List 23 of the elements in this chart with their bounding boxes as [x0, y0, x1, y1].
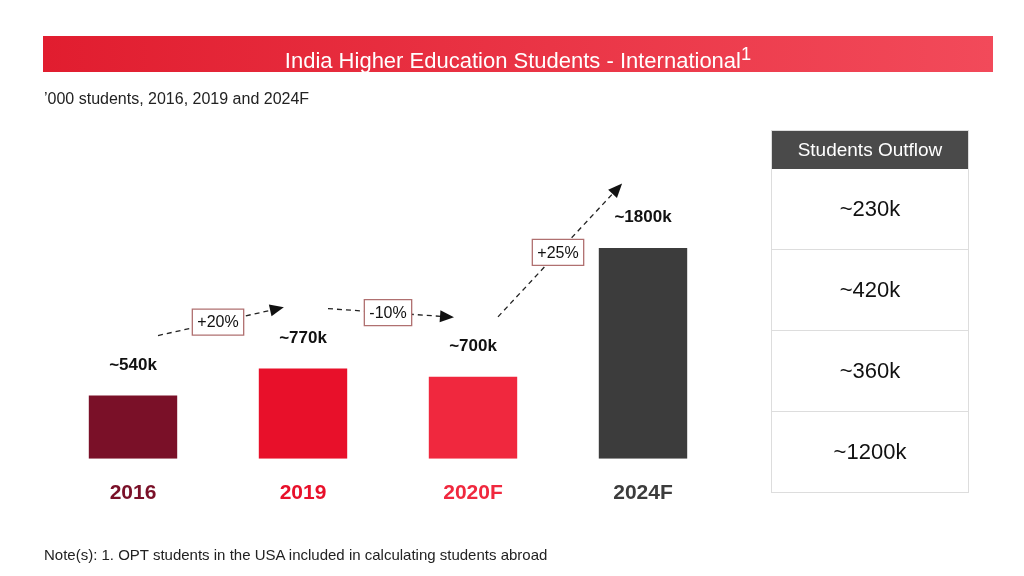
text: ~230k	[838, 195, 902, 223]
x-tick-label: 2024F	[613, 480, 673, 504]
annotation: +25%	[537, 243, 579, 261]
bar	[598, 248, 688, 459]
bar	[88, 395, 178, 459]
chart-title: India Higher Education Students - International$^{1}$	[43, 36, 993, 74]
x-tick-label: 2016	[109, 480, 157, 504]
bar	[428, 376, 518, 459]
x-tick-label: 2019	[279, 480, 327, 504]
text: Note(s): 1. OPT students in the USA included in calculating students abroad	[44, 546, 548, 563]
text: Students Outflow	[772, 131, 968, 169]
bar	[258, 368, 348, 459]
text: ~1200k	[772, 411, 968, 492]
data-label: ~1800k	[614, 207, 673, 227]
annotation: -10%	[369, 304, 407, 322]
x-tick-label: 2020F	[443, 480, 503, 504]
data-label: ~770k	[279, 327, 328, 347]
data-label: ~540k	[109, 354, 158, 374]
text: ~420k	[772, 249, 968, 330]
chart-subtitle: ’000 students, 2016, 2019 and 2024F	[44, 90, 310, 108]
data-label: ~700k	[449, 336, 498, 356]
annotation: +20%	[197, 313, 239, 331]
text: ~360k	[772, 330, 968, 411]
